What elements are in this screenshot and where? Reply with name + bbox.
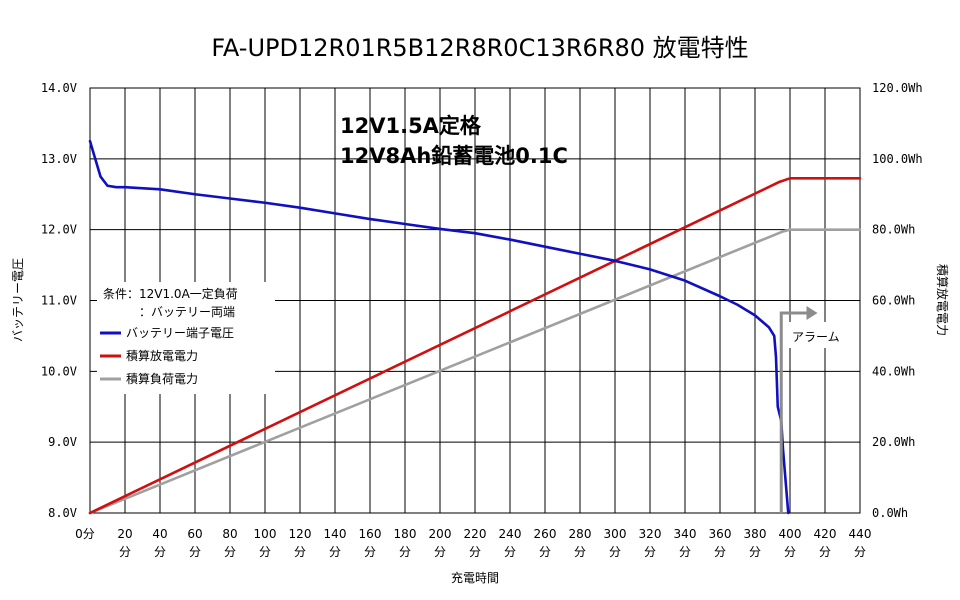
y-left-tick-label: 10.0V	[41, 364, 77, 378]
x-tick-unit: 分	[469, 545, 481, 559]
legend-label-1: バッテリー端子電圧	[126, 326, 234, 340]
series-layer	[88, 139, 862, 515]
x-tick-label: 380	[744, 527, 767, 541]
alarm-label-bg	[786, 322, 858, 348]
y-right-tick-label: 40.0Wh	[872, 364, 915, 378]
y-axis-left-ticks: 8.0V 9.0V 10.0V 11.0V 12.0V 13.0V 14.0V	[41, 81, 77, 520]
x-axis-label: 充電時間	[451, 570, 499, 585]
x-tick-unit: 分	[609, 545, 621, 559]
chart-title: FA-UPD12R01R5B12R8R0C13R6R80 放電特性	[211, 34, 748, 62]
x-tick-label: 60	[187, 527, 202, 541]
condition-note-line2: ：バッテリー両端	[139, 305, 235, 319]
alarm-arrow-head	[806, 306, 818, 320]
x-tick-label: 300	[604, 527, 627, 541]
x-tick-label: 120	[289, 527, 312, 541]
x-tick-label: 280	[569, 527, 592, 541]
x-tick-label: 440	[849, 527, 872, 541]
rating-note-line1: 12V1.5A定格	[340, 114, 482, 138]
x-tick-unit: 分	[224, 545, 236, 559]
x-tick-unit: 分	[539, 545, 551, 559]
x-tick-unit: 分	[329, 545, 341, 559]
x-tick-unit: 分	[119, 545, 131, 559]
x-tick-label: 240	[499, 527, 522, 541]
x-tick-label: 200	[429, 527, 452, 541]
legend-label-3: 積算負荷電力	[126, 371, 198, 386]
y-left-tick-label: 8.0V	[48, 506, 77, 520]
condition-note-line1: 条件：12V1.0A一定負荷	[103, 286, 238, 301]
x-tick-label: 180	[394, 527, 417, 541]
x-tick-label: 340	[674, 527, 697, 541]
x-tick-label: 400	[779, 527, 802, 541]
x-tick-label: 40	[152, 527, 167, 541]
alarm-marker: アラーム	[779, 306, 858, 513]
x-tick-unit: 分	[294, 545, 306, 559]
y-right-tick-label: 120.0Wh	[872, 81, 923, 95]
grid	[90, 88, 860, 513]
series-line-2	[88, 177, 862, 515]
x-tick-unit: 分	[504, 545, 516, 559]
y-axis-left-label: バッテリー電圧	[11, 258, 25, 342]
x-tick-label: 160	[359, 527, 382, 541]
x-tick-unit: 分	[679, 545, 691, 559]
y-left-tick-label: 9.0V	[48, 435, 77, 449]
x-tick-label: 0分	[75, 527, 95, 541]
x-tick-label: 320	[639, 527, 662, 541]
y-right-tick-label: 60.0Wh	[872, 294, 915, 308]
x-tick-unit: 分	[574, 545, 586, 559]
x-tick-unit: 分	[189, 545, 201, 559]
x-tick-unit: 分	[784, 545, 796, 559]
y-left-tick-label: 13.0V	[41, 152, 77, 166]
alarm-label: アラーム	[792, 330, 840, 344]
y-right-tick-label: 0.0Wh	[872, 506, 908, 520]
x-tick-label: 360	[709, 527, 732, 541]
x-tick-label: 420	[814, 527, 837, 541]
y-right-tick-label: 80.0Wh	[872, 223, 915, 237]
x-tick-unit: 分	[364, 545, 376, 559]
x-tick-unit: 分	[749, 545, 761, 559]
x-tick-label: 140	[324, 527, 347, 541]
y-right-tick-label: 20.0Wh	[872, 435, 915, 449]
x-tick-label: 80	[222, 527, 237, 541]
x-tick-unit: 分	[259, 545, 271, 559]
y-left-tick-label: 14.0V	[41, 81, 77, 95]
x-axis-ticks: 0分 20 分 40 分 60 分 80 分 100 分 120 分 140 分 160 分 180 分 200 分 22…	[75, 527, 871, 559]
legend-box	[97, 282, 275, 394]
y-left-tick-label: 11.0V	[41, 294, 77, 308]
series-line-3	[88, 228, 862, 515]
x-tick-label: 220	[464, 527, 487, 541]
alarm-bracket	[779, 311, 808, 513]
x-tick-unit: 分	[819, 545, 831, 559]
legend-label-2: 積算放電電力	[126, 348, 198, 363]
series-line-1	[88, 139, 790, 515]
y-axis-right-ticks: 0.0Wh 20.0Wh 40.0Wh 60.0Wh 80.0Wh 100.0Wh 120.…	[872, 81, 923, 520]
x-tick-unit: 分	[854, 545, 866, 559]
rating-note-line2: 12V8Ah鉛蓄電池0.1C	[340, 144, 568, 168]
x-tick-label: 100	[254, 527, 277, 541]
x-tick-unit: 分	[644, 545, 656, 559]
x-tick-unit: 分	[714, 545, 726, 559]
y-axis-right-label: 積算放電電力	[935, 264, 950, 336]
x-tick-label: 20	[117, 527, 132, 541]
y-left-tick-label: 12.0V	[41, 223, 77, 237]
y-right-tick-label: 100.0Wh	[872, 152, 923, 166]
x-tick-unit: 分	[154, 545, 166, 559]
x-tick-unit: 分	[399, 545, 411, 559]
x-tick-label: 260	[534, 527, 557, 541]
x-tick-unit: 分	[434, 545, 446, 559]
